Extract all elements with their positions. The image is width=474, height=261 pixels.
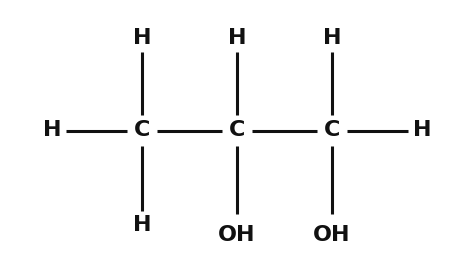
Text: C: C xyxy=(324,121,340,140)
Text: H: H xyxy=(133,28,152,48)
Text: OH: OH xyxy=(313,225,351,245)
Text: H: H xyxy=(228,28,246,48)
Text: C: C xyxy=(229,121,245,140)
Text: H: H xyxy=(133,215,152,235)
Text: OH: OH xyxy=(218,225,256,245)
Text: C: C xyxy=(134,121,150,140)
Text: H: H xyxy=(43,121,62,140)
Text: H: H xyxy=(412,121,431,140)
Text: H: H xyxy=(322,28,341,48)
